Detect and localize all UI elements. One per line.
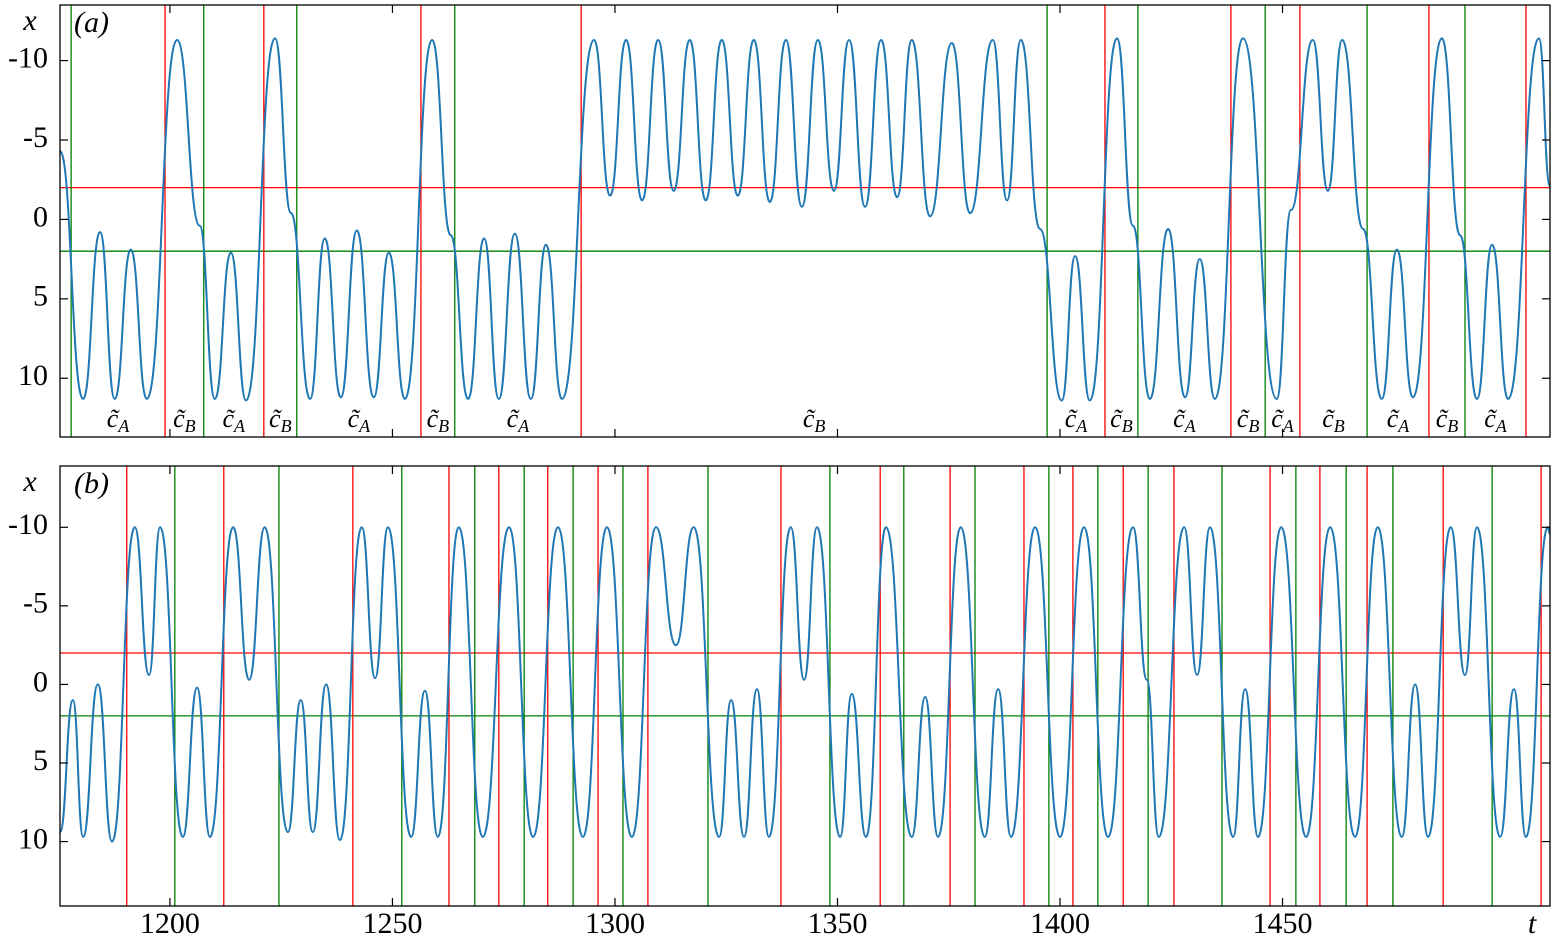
region-label: c̃B [1322,404,1345,436]
region-subscript: B [1447,416,1458,436]
region-label: c̃B [269,404,292,436]
region-symbol: c̃ [1322,404,1336,433]
region-symbol: c̃ [1110,404,1124,433]
region-label: c̃B [427,404,450,436]
region-symbol: c̃ [107,404,121,433]
region-subscript: B [185,416,196,436]
plot-frame [59,4,1551,438]
y-tick-label: 10 [18,359,48,392]
region-label: c̃B [173,404,196,436]
y-tick-label: -10 [8,508,48,541]
region-label: c̃A [1387,404,1411,436]
y-tick-label: 0 [33,200,48,233]
region-label: c̃A [107,404,131,436]
plot-frame [59,465,1551,907]
panel-label: (a) [74,6,109,39]
region-subscript: A [517,416,530,436]
region-label: c̃B [803,404,826,436]
region-symbol: c̃ [803,404,817,433]
x-tick-label: 1200 [140,907,200,940]
region-label: c̃A [348,404,372,436]
region-label: c̃B [1436,404,1459,436]
y-tick-label: 5 [33,280,48,313]
region-subscript: A [233,416,246,436]
region-label: c̃A [1173,404,1197,436]
region-subscript: B [281,416,292,436]
region-label: c̃A [1065,404,1089,436]
region-symbol: c̃ [269,404,283,433]
region-symbol: c̃ [173,404,187,433]
region-subscript: A [1495,416,1508,436]
region-subscript: A [117,416,130,436]
region-subscript: B [1334,416,1345,436]
region-symbol: c̃ [348,404,362,433]
region-label: c̃B [1110,404,1133,436]
region-symbol: c̃ [507,404,521,433]
x-tick-label: 1350 [807,907,867,940]
y-tick-label: 5 [33,744,48,777]
region-symbol: c̃ [1436,404,1450,433]
region-subscript: B [1122,416,1133,436]
x-axis-label: t [1528,907,1537,940]
y-axis-label: x [22,465,37,498]
y-tick-label: -5 [23,587,48,620]
region-symbol: c̃ [1387,404,1401,433]
y-tick-label: 10 [18,822,48,855]
x-tick-label: 1300 [585,907,645,940]
region-symbol: c̃ [1484,404,1498,433]
region-subscript: B [1248,416,1259,436]
region-label: c̃A [223,404,247,436]
panel-label: (b) [74,467,109,500]
region-label: c̃B [1237,404,1260,436]
x-tick-label: 1450 [1253,907,1313,940]
region-subscript: B [814,416,825,436]
region-label: c̃A [1484,404,1508,436]
region-symbol: c̃ [223,404,237,433]
region-symbol: c̃ [1173,404,1187,433]
region-label: c̃A [507,404,531,436]
x-tick-label: 1400 [1030,907,1090,940]
region-subscript: A [1184,416,1197,436]
y-tick-label: -10 [8,41,48,74]
region-symbol: c̃ [1271,404,1285,433]
region-subscript: A [1282,416,1295,436]
region-subscript: A [1075,416,1088,436]
y-tick-label: -5 [23,121,48,154]
region-label: c̃A [1271,404,1295,436]
region-symbol: c̃ [427,404,441,433]
x-tick-label: 1250 [362,907,422,940]
data-line [59,526,1551,843]
data-line [59,37,1551,402]
y-axis-label: x [22,4,37,37]
region-subscript: B [438,416,449,436]
region-symbol: c̃ [1065,404,1079,433]
region-subscript: A [358,416,371,436]
region-subscript: A [1397,416,1410,436]
region-symbol: c̃ [1237,404,1251,433]
y-tick-label: 0 [33,665,48,698]
